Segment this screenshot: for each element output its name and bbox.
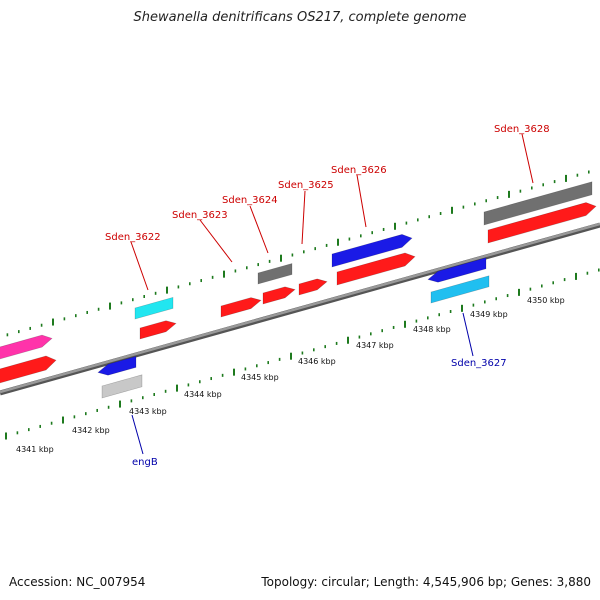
gene-feature-red-3625 bbox=[298, 278, 328, 296]
gene-feature-red-3628 bbox=[487, 202, 597, 244]
leader-sden-3624 bbox=[249, 205, 269, 254]
scale-label-4344: 4344 kbp bbox=[184, 390, 222, 399]
gene-feature-engb-blue bbox=[97, 355, 137, 376]
gene-feature-lightgray bbox=[101, 374, 143, 399]
gene-feature-red-3626 bbox=[336, 252, 416, 286]
gene-feature-red-edge bbox=[0, 355, 57, 384]
gene-feature-darkgray-3628 bbox=[483, 181, 593, 226]
gene-feature-red-3623 bbox=[220, 297, 262, 318]
gene-features bbox=[0, 181, 597, 399]
gene-feature-blue-3627 bbox=[427, 257, 487, 283]
map-title: Shewanella denitrificans OS217, complete… bbox=[133, 10, 467, 25]
scale-label-4347: 4347 kbp bbox=[356, 341, 394, 350]
gene-label-sden-3624: Sden_3624 bbox=[222, 195, 278, 206]
leader-sden-3628 bbox=[521, 133, 534, 184]
genome-backbone-highlight bbox=[0, 222, 600, 394]
gene-feature-darkgray-3624 bbox=[257, 263, 293, 285]
scale-label-4348: 4348 kbp bbox=[413, 325, 451, 334]
gene-label-engb: engB bbox=[132, 457, 158, 468]
gene-label-sden-3628: Sden_3628 bbox=[494, 124, 550, 135]
gene-feature-blue-3626 bbox=[331, 234, 413, 268]
leader-sden-3622 bbox=[130, 241, 149, 291]
leader-sden-3626 bbox=[356, 174, 367, 228]
gene-label-sden-3625: Sden_3625 bbox=[278, 180, 334, 191]
gene-feature-red-3622 bbox=[139, 320, 177, 340]
leader-sden-3623 bbox=[199, 219, 233, 263]
scale-label-4342: 4342 kbp bbox=[72, 426, 110, 435]
scale-label-4350: 4350 kbp bbox=[527, 296, 565, 305]
scale-label-4343: 4343 kbp bbox=[129, 407, 167, 416]
gene-feature-cyan bbox=[134, 296, 174, 320]
gene-label-sden-3626: Sden_3626 bbox=[331, 165, 387, 176]
genome-stats-text: Topology: circular; Length: 4,545,906 bp… bbox=[261, 575, 591, 589]
scale-label-4346: 4346 kbp bbox=[298, 357, 336, 366]
gene-label-sden-3623: Sden_3623 bbox=[172, 210, 228, 221]
gene-feature-magenta-edge bbox=[0, 334, 53, 360]
gene-feature-skyblue-3627 bbox=[430, 275, 490, 304]
leader-sden-3627 bbox=[462, 312, 474, 357]
gene-label-sden-3627: Sden_3627 bbox=[451, 358, 507, 369]
scale-label-4345: 4345 kbp bbox=[241, 373, 279, 382]
leader-sden-3625 bbox=[301, 190, 306, 245]
leader-engb bbox=[131, 414, 144, 455]
gene-feature-red-3624 bbox=[262, 286, 296, 305]
gene-label-sden-3622: Sden_3622 bbox=[105, 232, 161, 243]
accession-text: Accession: NC_007954 bbox=[9, 575, 146, 589]
scale-label-4349: 4349 kbp bbox=[470, 310, 508, 319]
tick-marks bbox=[5, 170, 600, 440]
scale-label-4341: 4341 kbp bbox=[16, 445, 54, 454]
